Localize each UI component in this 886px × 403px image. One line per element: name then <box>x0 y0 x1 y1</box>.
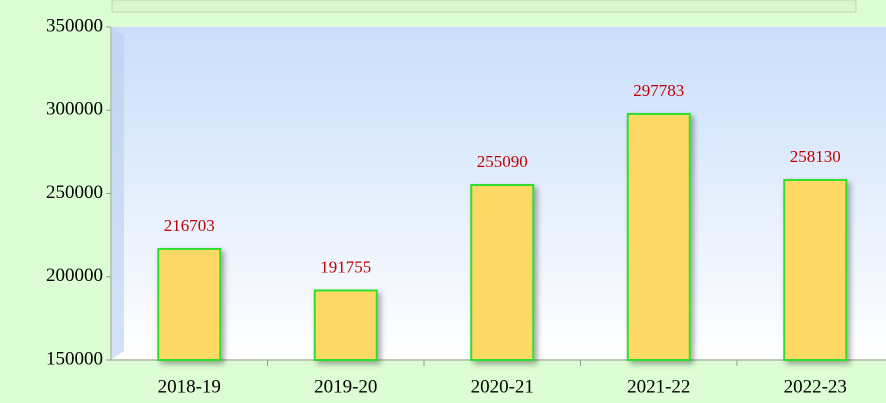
value-label: 255090 <box>477 152 528 171</box>
y-tick-label: 300000 <box>46 99 103 120</box>
bar <box>783 178 848 361</box>
y-tick-label: 200000 <box>46 265 103 286</box>
x-tick-label: 2022-23 <box>784 376 847 397</box>
x-tick-label: 2019-20 <box>314 376 377 397</box>
x-tick-label: 2018-19 <box>158 376 221 397</box>
plot-side <box>112 27 124 359</box>
bar <box>313 289 378 362</box>
x-tick-label: 2021-22 <box>627 376 690 397</box>
value-label: 297783 <box>633 81 684 100</box>
value-label: 216703 <box>164 216 215 235</box>
y-tick-label: 350000 <box>46 15 103 36</box>
header-strip <box>111 0 857 13</box>
bar <box>157 247 222 361</box>
bar <box>626 112 691 362</box>
y-tick-label: 250000 <box>46 182 103 203</box>
value-label: 258130 <box>790 147 841 166</box>
x-tick-label: 2020-21 <box>471 376 534 397</box>
bar <box>470 184 535 361</box>
y-tick-label: 150000 <box>46 348 103 369</box>
value-label: 191755 <box>320 257 371 276</box>
